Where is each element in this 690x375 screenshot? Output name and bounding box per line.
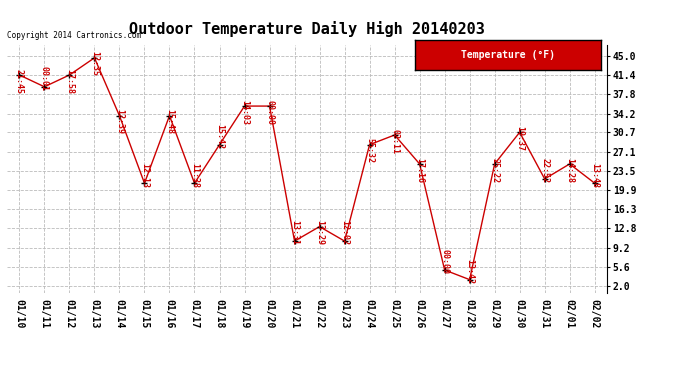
Text: Copyright 2014 Cartronics.com: Copyright 2014 Cartronics.com — [7, 32, 141, 40]
Text: 12:39: 12:39 — [115, 109, 124, 134]
Text: 11:38: 11:38 — [190, 162, 199, 188]
Text: 00:00: 00:00 — [265, 100, 274, 124]
Text: 13:42: 13:42 — [465, 259, 474, 284]
Text: 55:32: 55:32 — [365, 138, 374, 163]
Text: 13:31: 13:31 — [290, 220, 299, 245]
Text: 19:37: 19:37 — [515, 126, 524, 151]
Text: 12:35: 12:35 — [90, 51, 99, 76]
Text: 15:42: 15:42 — [215, 124, 224, 149]
Text: 02:11: 02:11 — [390, 129, 399, 154]
Text: 14:03: 14:03 — [240, 100, 249, 124]
Text: 14:28: 14:28 — [565, 158, 574, 183]
Title: Outdoor Temperature Daily High 20140203: Outdoor Temperature Daily High 20140203 — [129, 21, 485, 38]
Text: 12:02: 12:02 — [340, 220, 349, 245]
Text: 00:00: 00:00 — [440, 249, 449, 274]
Text: 25:22: 25:22 — [490, 158, 499, 183]
Text: 15:48: 15:48 — [165, 109, 174, 134]
Text: 13:29: 13:29 — [315, 220, 324, 245]
Text: 17:58: 17:58 — [65, 69, 74, 94]
Text: 12:13: 12:13 — [140, 162, 149, 188]
Text: 00:01: 00:01 — [40, 66, 49, 91]
Text: 17:16: 17:16 — [415, 158, 424, 183]
Text: 21:45: 21:45 — [15, 69, 24, 94]
Text: 13:48: 13:48 — [590, 162, 599, 188]
Text: 22:52: 22:52 — [540, 158, 549, 183]
